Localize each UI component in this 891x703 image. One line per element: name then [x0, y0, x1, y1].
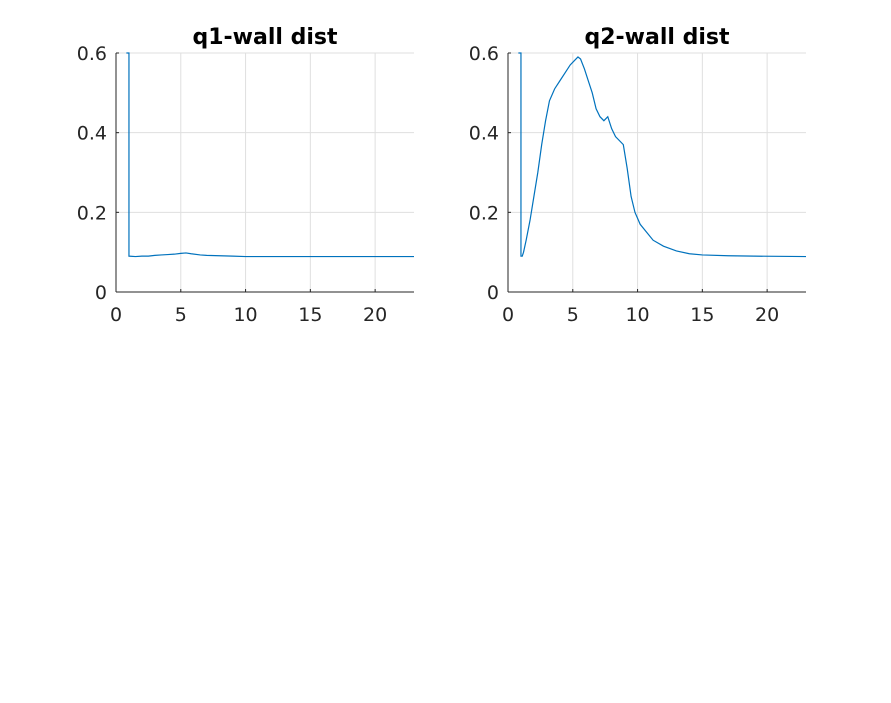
chart-title: q2-wall dist [585, 25, 730, 50]
x-tick-label: 10 [233, 304, 257, 326]
x-tick-label: 20 [363, 304, 387, 326]
x-tick-label: 0 [110, 304, 122, 326]
y-tick-label: 0.6 [469, 43, 499, 65]
x-tick-label: 15 [298, 304, 322, 326]
y-tick-label: 0 [487, 282, 499, 304]
x-tick-label: 10 [625, 304, 649, 326]
y-tick-label: 0.6 [77, 43, 107, 65]
x-tick-label: 0 [502, 304, 514, 326]
subplot-q2: q2-wall dist 0 5 10 15 20 0 0.2 0.4 0.6 [469, 25, 807, 326]
x-tick-label: 5 [567, 304, 579, 326]
x-tick-label: 15 [690, 304, 714, 326]
y-tick-label: 0.2 [469, 202, 499, 224]
series-line-q2 [518, 52, 807, 258]
chart-title: q1-wall dist [193, 25, 338, 50]
x-tick-label: 5 [175, 304, 187, 326]
y-tick-label: 0 [95, 282, 107, 304]
y-tick-label: 0.2 [77, 202, 107, 224]
y-tick-label: 0.4 [77, 123, 107, 145]
x-tick-label: 20 [755, 304, 779, 326]
series-line-q1 [126, 52, 414, 258]
y-tick-label: 0.4 [469, 123, 499, 145]
subplot-q1: q1-wall dist 0 5 10 15 20 0 0.2 0.4 0.6 [77, 25, 414, 326]
